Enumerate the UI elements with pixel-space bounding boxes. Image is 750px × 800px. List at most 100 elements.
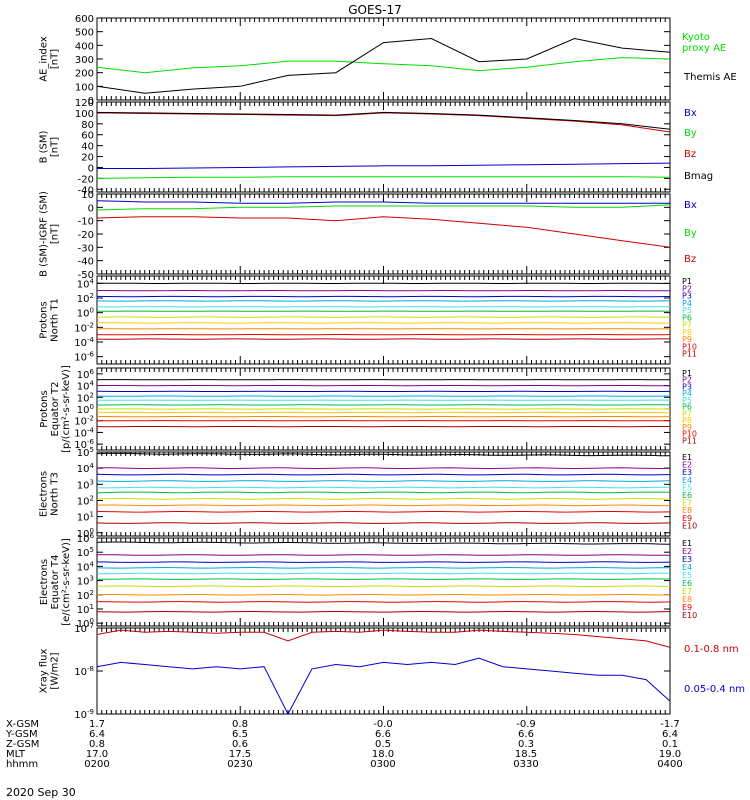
series-line-E3 bbox=[96, 561, 671, 563]
ephemeris-value: -1.7 bbox=[660, 719, 680, 730]
legend-0.05-0.4-nm: 0.05-0.4 nm bbox=[684, 684, 745, 695]
y-tick-label: 0 bbox=[88, 96, 94, 107]
legend-kyoto-proxy-ae: Kyoto bbox=[682, 32, 710, 43]
y-axis-label-line: North T1 bbox=[50, 298, 61, 342]
legend-E6: E6 bbox=[682, 491, 692, 500]
series-line-E1 bbox=[96, 452, 671, 457]
legend-P11: P11 bbox=[682, 350, 697, 359]
legend-E9: E9 bbox=[682, 514, 692, 523]
ephemeris-value: 17.0 bbox=[86, 749, 108, 760]
series-line-E5 bbox=[96, 486, 670, 489]
y-tick-label: 80 bbox=[81, 120, 94, 131]
ephemeris-value: 6.5 bbox=[232, 729, 248, 740]
y-tick-label: 200 bbox=[75, 69, 94, 80]
ephemeris-value: 0.8 bbox=[89, 739, 105, 750]
y-axis-label-line: Protons bbox=[39, 301, 50, 338]
y-axis-label-line: AE_index bbox=[39, 36, 50, 82]
ephemeris-value: 0330 bbox=[513, 759, 538, 770]
y-tick-label: 10-2 bbox=[74, 321, 94, 334]
legend-E10: E10 bbox=[682, 521, 697, 530]
y-tick-label: 400 bbox=[75, 41, 94, 52]
y-axis-label: B (SM) [nT] bbox=[39, 130, 61, 163]
ephemeris-value: 0.8 bbox=[232, 719, 248, 730]
ephemeris-value: 17.5 bbox=[229, 749, 251, 760]
panel-frame bbox=[96, 627, 671, 715]
series-line-E6 bbox=[96, 578, 671, 580]
ephemeris-label: X-GSM bbox=[6, 719, 39, 730]
ephemeris-value: 6.6 bbox=[518, 729, 534, 740]
ephemeris-value: 0200 bbox=[84, 759, 109, 770]
legend-P2: P2 bbox=[682, 284, 692, 293]
y-tick-label: 102 bbox=[77, 391, 94, 404]
ephemeris-value: 1.7 bbox=[89, 719, 105, 730]
legend-P9: P9 bbox=[682, 335, 692, 344]
y-axis-label-line: Equator T4 bbox=[50, 555, 61, 610]
legend-E10: E10 bbox=[682, 611, 697, 620]
series-line-E4 bbox=[96, 480, 671, 482]
date-label: 2020 Sep 30 bbox=[6, 786, 76, 799]
y-tick-label: 103 bbox=[77, 478, 94, 491]
y-tick-label: 104 bbox=[77, 462, 95, 475]
y-tick-label: -40 bbox=[78, 185, 94, 196]
legend-E2: E2 bbox=[682, 547, 692, 556]
ephemeris-value: -0.9 bbox=[516, 719, 536, 730]
y-tick-label: 106 bbox=[77, 532, 95, 545]
legend-Bz: Bz bbox=[684, 149, 696, 160]
y-axis-label-line: Electrons bbox=[39, 471, 50, 517]
series-line-Bz bbox=[96, 216, 671, 248]
y-axis-label-line: North T3 bbox=[50, 472, 61, 516]
series-line-E2 bbox=[97, 554, 670, 556]
legend-P7: P7 bbox=[682, 321, 692, 330]
y-axis-label: Protons Equator T2 [p/(cm²-s-sr-keV)] bbox=[39, 365, 72, 453]
legend-P9: P9 bbox=[682, 423, 692, 432]
series-line-E9 bbox=[96, 510, 671, 513]
ephemeris-value: 0.1 bbox=[662, 739, 678, 750]
y-tick-label: -10 bbox=[78, 217, 94, 228]
y-tick-label: 101 bbox=[77, 511, 94, 524]
y-tick-label: 600 bbox=[75, 14, 94, 25]
y-tick-label: 10 bbox=[81, 190, 94, 201]
series-line-E8 bbox=[96, 504, 670, 507]
plot-title: GOES-17 bbox=[348, 3, 402, 17]
series-line-E7 bbox=[96, 585, 671, 587]
legend-P1: P1 bbox=[682, 369, 692, 378]
y-tick-label: 100 bbox=[77, 527, 94, 540]
legend-E5: E5 bbox=[682, 483, 692, 492]
y-tick-label: 0 bbox=[88, 163, 94, 174]
ephemeris-value: 6.4 bbox=[89, 729, 105, 740]
series-line-E8 bbox=[96, 594, 670, 596]
legend-P5: P5 bbox=[682, 396, 692, 405]
legend-P4: P4 bbox=[682, 389, 692, 398]
y-tick-label: 100 bbox=[77, 617, 94, 630]
series-line-E9 bbox=[96, 601, 671, 603]
legend-E3: E3 bbox=[682, 555, 692, 564]
legend-Bx: Bx bbox=[684, 108, 697, 119]
ephemeris-value: 0230 bbox=[227, 759, 252, 770]
series-line-0.05-0.4-nm bbox=[96, 657, 671, 716]
legend-P11: P11 bbox=[682, 436, 697, 445]
legend-P1: P1 bbox=[682, 277, 692, 286]
legend-themis-ae: Themis AE bbox=[683, 72, 737, 83]
ephemeris-table: X-GSM 1.7 0.8 -0.0 -0.9 -1.7 Y-GSM 6.4 6.5 6.6 6.6… bbox=[5, 719, 683, 770]
legend-By: By bbox=[684, 128, 697, 139]
legend-P3: P3 bbox=[682, 382, 692, 391]
ephemeris-value: 0300 bbox=[370, 759, 395, 770]
series-line-E3 bbox=[96, 473, 671, 476]
ephemeris-value: 0.6 bbox=[232, 739, 248, 750]
series-line-Kyoto-proxy-AE bbox=[96, 57, 671, 74]
legend-P6: P6 bbox=[682, 403, 692, 412]
legend-E3: E3 bbox=[682, 468, 692, 477]
legend-0.1-0.8-nm: 0.1-0.8 nm bbox=[684, 644, 739, 655]
y-tick-label: 40 bbox=[81, 142, 94, 153]
panel-1: 0 100 200 300 400 500 600 AE_index [nT] Kyotoprox… bbox=[39, 14, 737, 107]
y-tick-label: 100 bbox=[77, 307, 94, 320]
ephemeris-value: 0.5 bbox=[375, 739, 391, 750]
y-tick-label: 10-4 bbox=[74, 426, 94, 439]
panel-8: 10-9 10-8 10-7 Xray flux [W/m2] 0.1-0.8 nm 0.0… bbox=[39, 622, 746, 721]
y-axis-label: Electrons Equator T4 [e/(cm²-s-sr-keV)] bbox=[39, 538, 72, 626]
legend-E7: E7 bbox=[682, 499, 692, 508]
y-axis-label-line: [nT] bbox=[50, 224, 61, 244]
